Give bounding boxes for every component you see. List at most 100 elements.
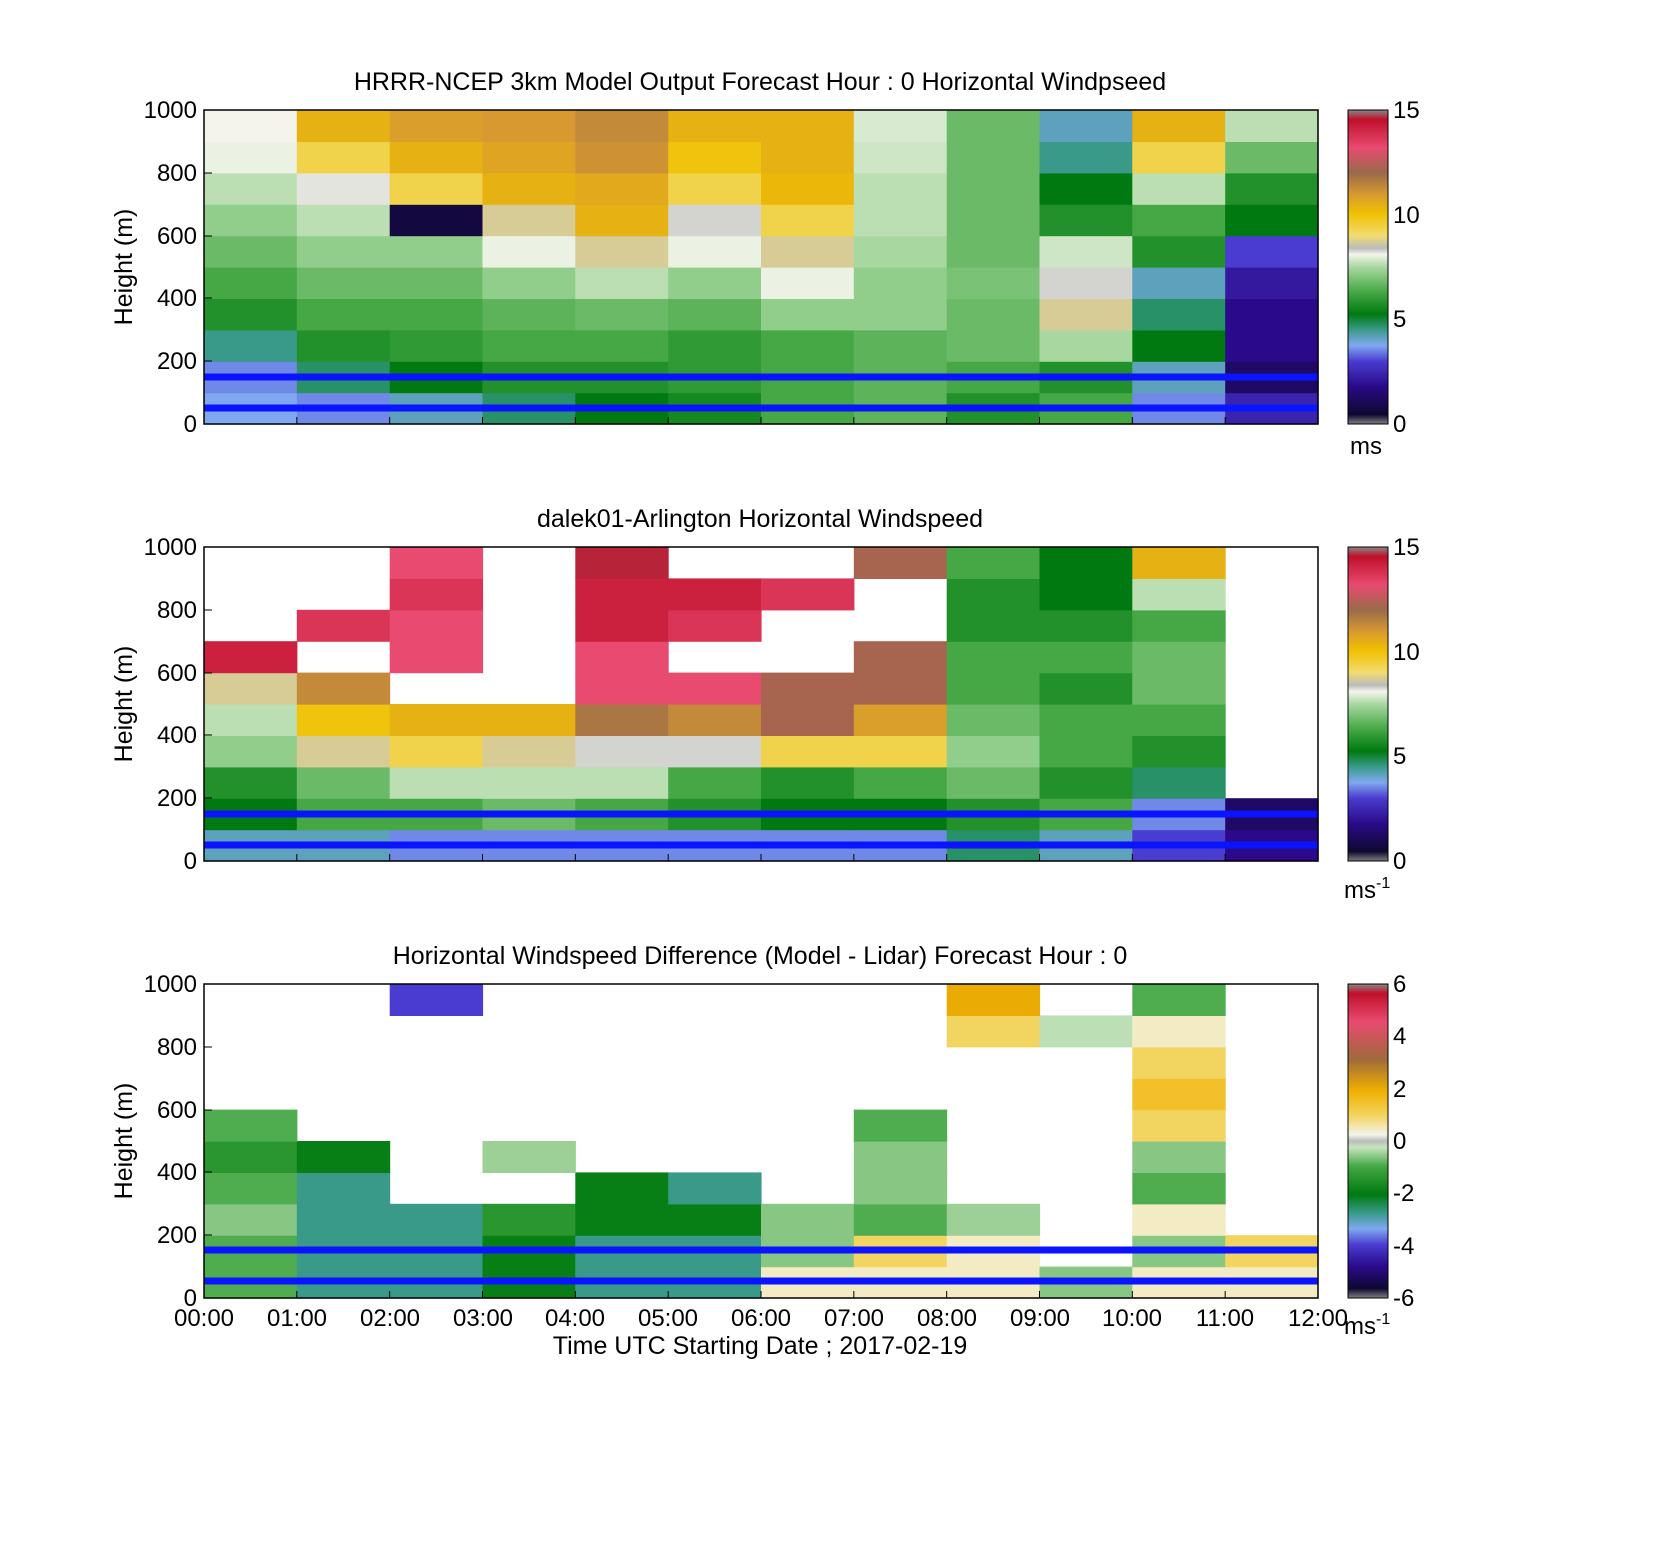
heatmap-cell (946, 172, 1041, 205)
colorbar-unit: ms-1 (1344, 875, 1390, 904)
heatmap-cell (668, 329, 762, 362)
heatmap-cell (204, 1141, 298, 1173)
heatmap-cell (853, 172, 948, 205)
heatmap-cell (389, 298, 484, 331)
y-tick-label: 200 (157, 1222, 197, 1249)
heatmap-cell (296, 704, 391, 736)
heatmap-cell (204, 235, 298, 268)
heatmap-cell (575, 204, 669, 237)
x-axis-label: Time UTC Starting Date ; 2017-02-19 (553, 1332, 968, 1360)
heatmap-cell (389, 235, 484, 268)
heatmap-cell (482, 267, 576, 299)
colorbar-tick: -2 (1393, 1180, 1414, 1207)
heatmap-cell (1132, 298, 1226, 331)
x-tick-label: 00:00 (174, 1305, 234, 1332)
heatmap-cell (296, 172, 391, 205)
colorbar-unit: ms (1350, 433, 1382, 460)
colorbar-unit: ms-1 (1344, 1311, 1390, 1340)
heatmap-cell (1039, 172, 1133, 205)
heatmap-cell (204, 298, 298, 331)
x-tick-label: 09:00 (1010, 1305, 1070, 1332)
heatmap-cell (389, 204, 484, 237)
panel-difference: Horizontal Windspeed Difference (Model -… (110, 942, 1414, 1360)
heatmap-cell (946, 547, 1041, 579)
heatmap-cell (761, 578, 855, 611)
colorbar-tick: 4 (1393, 1023, 1406, 1050)
heatmap-cell (1132, 578, 1226, 611)
heatmap-cell (1132, 235, 1226, 268)
heatmap-cell (1225, 298, 1319, 331)
heatmap-cell (204, 110, 298, 142)
heatmap-cell (761, 298, 855, 331)
heatmap-cell (575, 141, 669, 174)
heatmap-cell (853, 1109, 948, 1142)
x-tick-label: 01:00 (267, 1305, 327, 1332)
heatmap-cell (482, 110, 576, 142)
heatmap-cell (668, 704, 762, 736)
heatmap-cell (389, 172, 484, 205)
heatmap-cell (946, 267, 1041, 299)
heatmap-cell (575, 704, 669, 736)
y-tick-label: 0 (184, 411, 197, 438)
heatmap-cell (853, 641, 948, 674)
colorbar-tick: 5 (1393, 743, 1406, 770)
heatmap-cell (1132, 1109, 1226, 1142)
heatmap-cell (1039, 141, 1133, 174)
heatmap-cell (1039, 735, 1133, 768)
heatmap-cell (853, 110, 948, 142)
heatmap-cell (575, 298, 669, 331)
heatmap-cell (1132, 1141, 1226, 1173)
heatmap-cell (946, 735, 1041, 768)
y-tick-label: 600 (157, 660, 197, 687)
heatmap-cell (946, 1203, 1041, 1236)
y-tick-label: 200 (157, 785, 197, 812)
heatmap-cell (204, 672, 298, 705)
heatmap-cell (575, 329, 669, 362)
y-tick-label: 0 (184, 848, 197, 875)
heatmap-cell (761, 672, 855, 705)
heatmap-cell (1225, 204, 1319, 237)
heatmap-cell (668, 1172, 762, 1205)
heatmap-cell (668, 298, 762, 331)
colorbar-tick: 0 (1393, 848, 1406, 875)
heatmap-cell (389, 141, 484, 174)
heatmap-cell (204, 141, 298, 174)
heatmap-cell (1132, 735, 1226, 768)
heatmap-cell (761, 704, 855, 736)
heatmap-cell (575, 609, 669, 642)
heatmap-cell (1132, 329, 1226, 362)
y-tick-label: 400 (157, 722, 197, 749)
heatmap-cell (761, 204, 855, 237)
heatmap-cell (575, 672, 669, 705)
y-axis-label: Height (m) (110, 1083, 138, 1200)
colorbar-tick: 15 (1393, 534, 1420, 561)
colorbar-tick: 0 (1393, 1128, 1406, 1155)
heatmap-cell (1039, 1015, 1133, 1048)
heatmap-cell (1132, 110, 1226, 142)
heatmap-cell (204, 172, 298, 205)
heatmap-cell (1225, 110, 1319, 142)
heatmap-cell (482, 204, 576, 237)
heatmap-cell (482, 298, 576, 331)
colorbar-tick: -6 (1393, 1285, 1414, 1312)
heatmap-cell (1132, 609, 1226, 642)
heatmap-cell (1132, 1015, 1226, 1048)
heatmap-cell (946, 235, 1041, 268)
x-tick-marks (203, 854, 1319, 861)
heatmap-cell (668, 1203, 762, 1236)
heatmap-cell (1039, 267, 1133, 299)
heatmap-cell (1132, 984, 1226, 1016)
x-tick-label: 11:00 (1196, 1305, 1254, 1332)
heatmap-cell (389, 329, 484, 362)
y-tick-label: 1000 (144, 97, 197, 124)
heatmap-cell (1132, 704, 1226, 736)
heatmap-cell (482, 704, 576, 736)
y-axis: 0 200 400 600 800 1000 (144, 971, 212, 1312)
heatmap-cell (482, 141, 576, 174)
heatmap-cell (296, 672, 391, 705)
heatmap-cell (1132, 672, 1226, 705)
panel-title: Horizontal Windspeed Difference (Model -… (393, 942, 1128, 970)
heatmap-cell (946, 110, 1041, 142)
heatmap-cell (389, 547, 484, 579)
heatmap-cell (482, 329, 576, 362)
